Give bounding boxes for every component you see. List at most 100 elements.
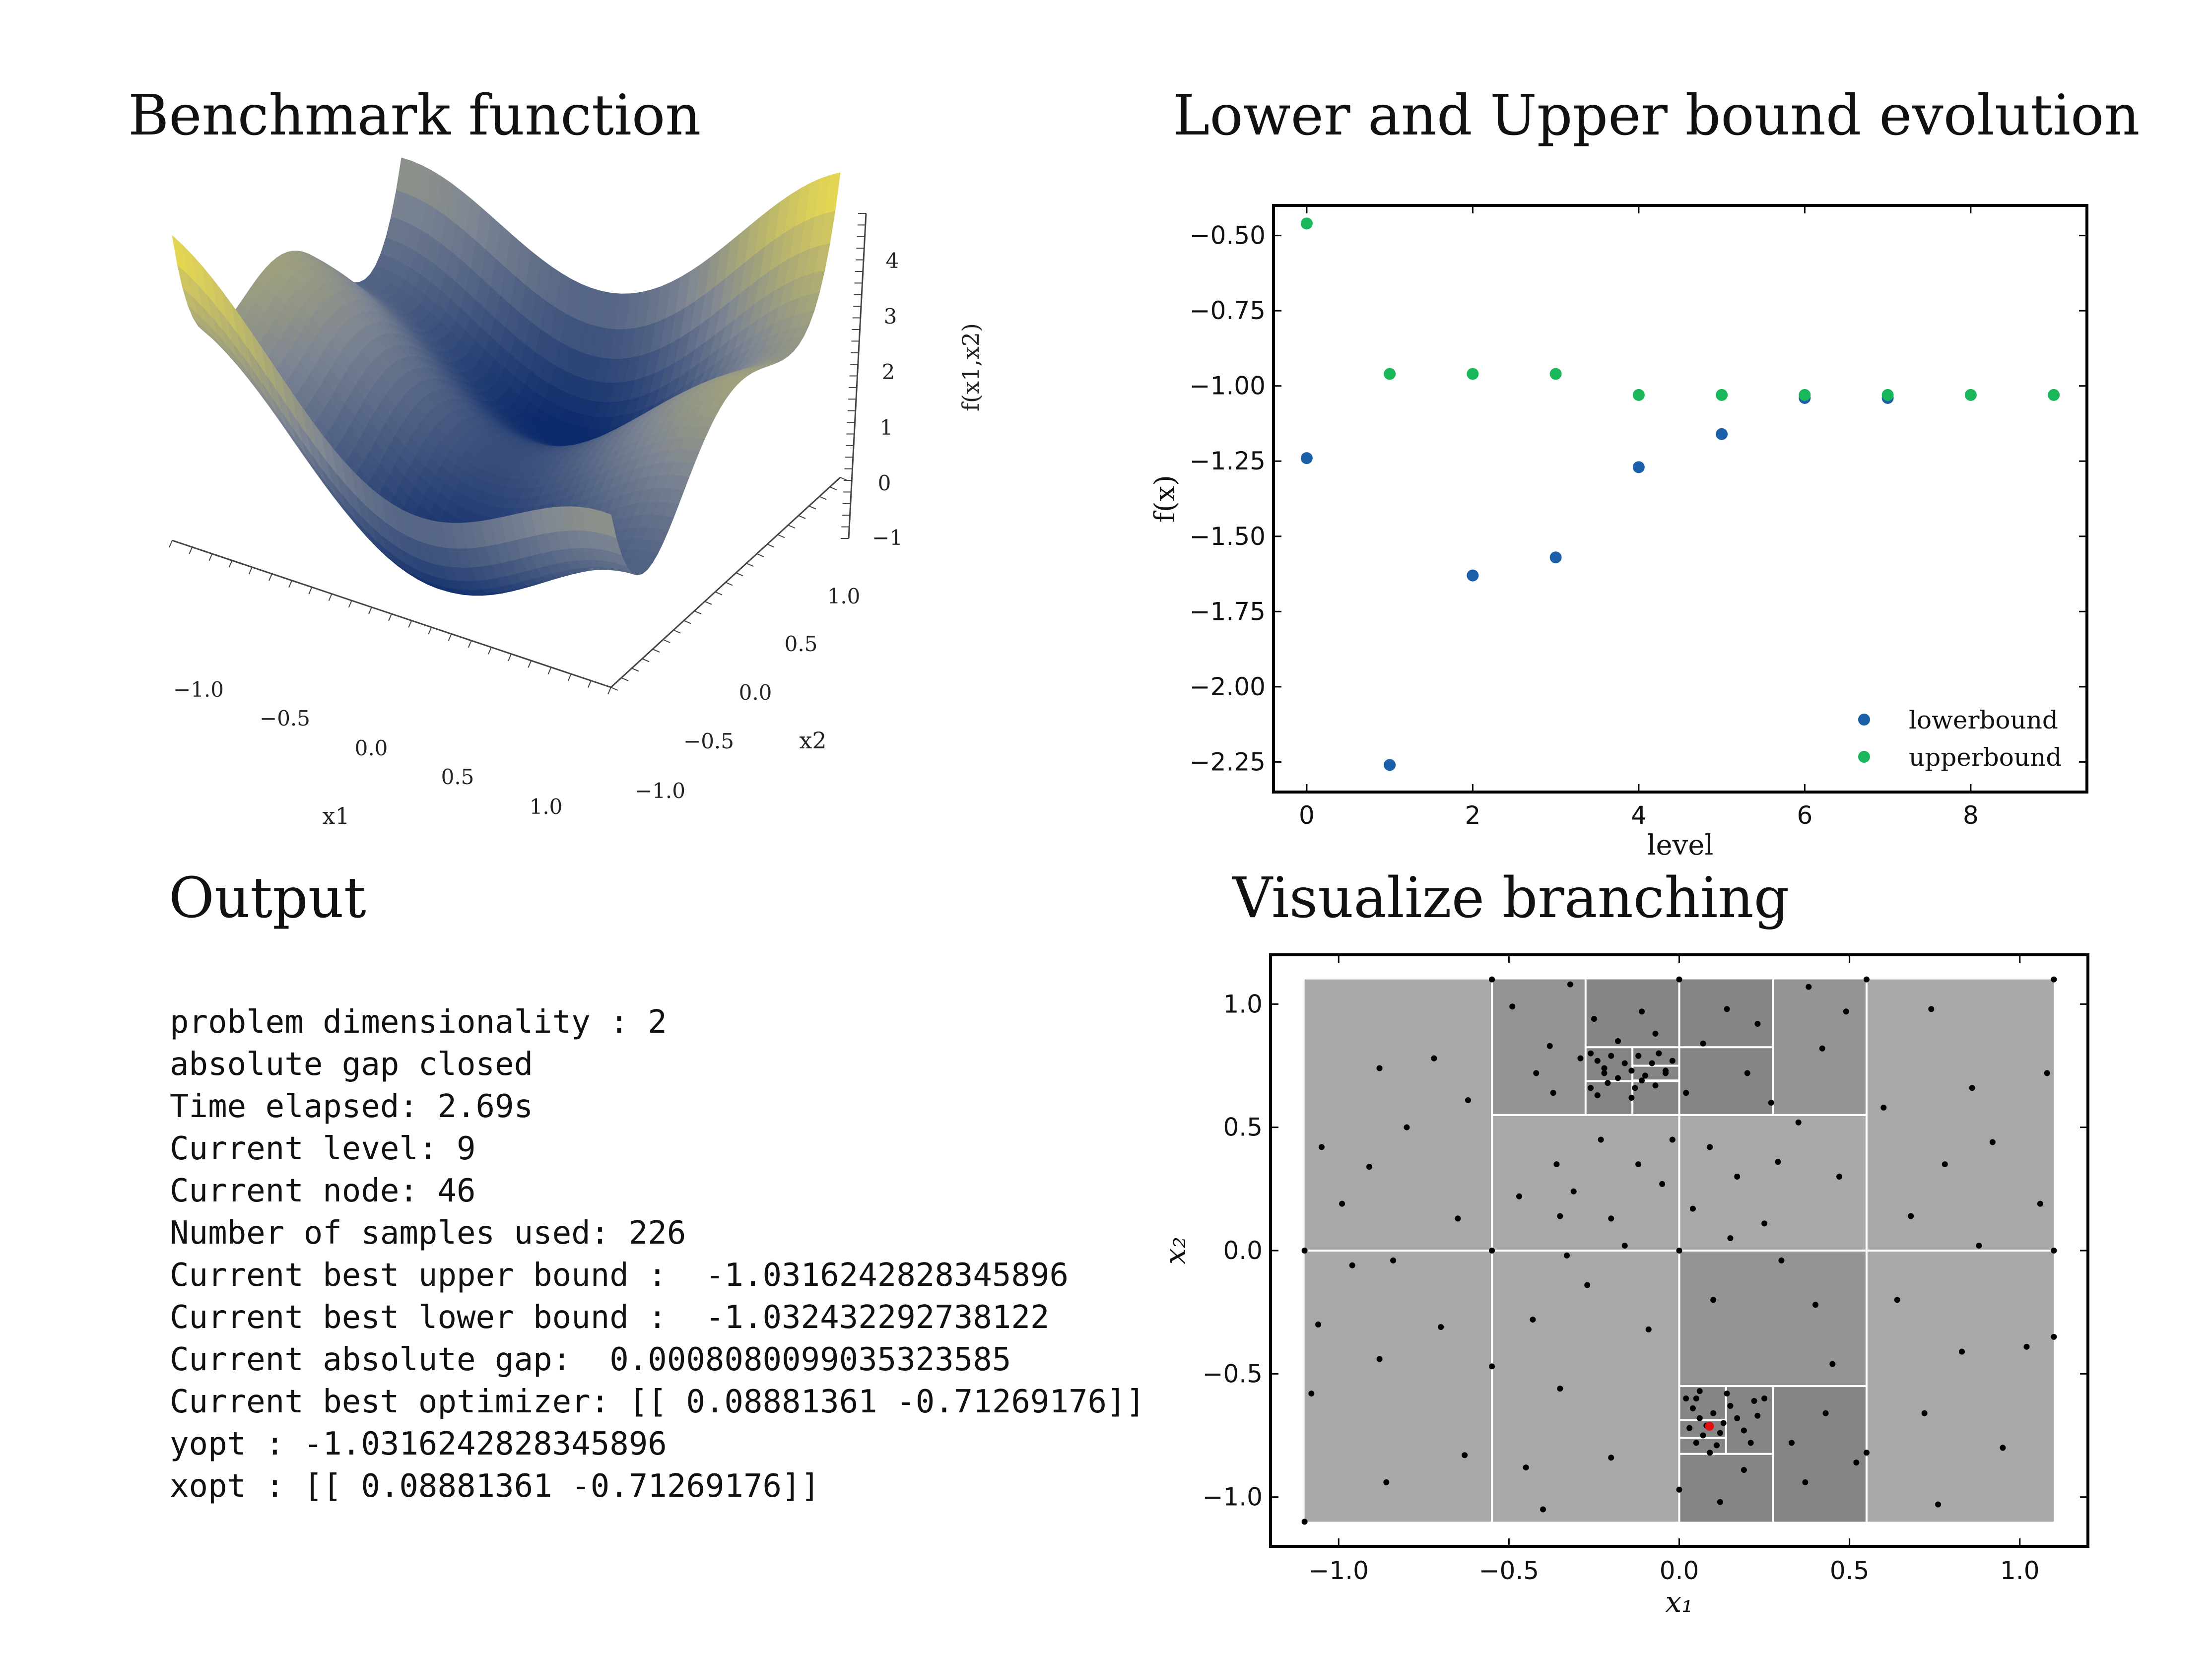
x-axis-label: x₁ [1666, 1585, 1693, 1619]
bounds-plot-frame [1272, 204, 2088, 794]
x1-axis-label: x1 [322, 802, 349, 829]
sample-point [1707, 1450, 1713, 1456]
x1-minor-tick [189, 547, 193, 554]
sample-point [1376, 1356, 1383, 1362]
output-line: Current node: 46 [170, 1173, 476, 1209]
sample-point [1608, 1455, 1614, 1461]
output-line: problem dimensionality : 2 [170, 1004, 667, 1041]
sample-point [1645, 1326, 1652, 1332]
x-tick-label: 6 [1797, 801, 1812, 830]
output-console: problem dimensionality : 2 absolute gap c… [170, 1001, 1145, 1508]
data-point-upperbound [2048, 389, 2060, 401]
sample-point [1863, 976, 1870, 983]
x-tick-label: 0.5 [1830, 1556, 1870, 1585]
x2-minor-tick [767, 543, 775, 548]
y-tick-label: −0.50 [1190, 221, 1266, 250]
sample-point [1516, 1193, 1522, 1199]
sample-point [1594, 1058, 1601, 1064]
sample-point [1843, 1008, 1849, 1015]
branching-chart: −1.0 −0.5 0.0 0.5 1.0 1.0 0.5 0.0 −0.5 −1.0 x₁ x₂ [1158, 953, 2089, 1619]
sample-point [1935, 1501, 1942, 1508]
x2-minor-tick [610, 687, 618, 691]
sample-point [1928, 1006, 1935, 1012]
sample-point [1806, 984, 1812, 990]
y-tick-label: −1.0 [1203, 1483, 1263, 1512]
y-tick-label: −2.25 [1190, 747, 1266, 776]
sample-point [1376, 1065, 1383, 1071]
sample-point [1601, 1065, 1608, 1071]
x1-tick-label: 0.5 [441, 765, 474, 789]
x2-minor-tick [829, 486, 837, 491]
sample-point [1570, 1188, 1577, 1194]
sample-point [1853, 1460, 1860, 1466]
output-line: Current best optimizer: [[ 0.08881361 -0… [170, 1384, 1145, 1420]
sample-point [1969, 1085, 1975, 1091]
y-tick-label: −0.5 [1203, 1359, 1263, 1388]
data-point-upperbound [1549, 368, 1562, 380]
sample-point [1598, 1136, 1604, 1143]
sample-point [1741, 1467, 1747, 1473]
sample-point [1404, 1124, 1410, 1130]
data-point-lowerbound [1300, 452, 1313, 465]
x2-minor-tick [683, 620, 691, 624]
sample-point [1908, 1213, 1914, 1219]
surface-mesh [172, 157, 841, 596]
sample-point [1318, 1144, 1325, 1150]
z-tick-label: 2 [882, 360, 895, 384]
sample-point [1700, 1040, 1706, 1047]
data-point-upperbound [1881, 389, 1894, 401]
x-tick-label: 0.0 [1660, 1556, 1699, 1585]
branch-box-mid [1679, 1251, 1867, 1387]
sample-point [1339, 1200, 1345, 1207]
sample-point [1754, 1412, 1761, 1419]
sample-point [1822, 1410, 1829, 1416]
sample-point [1676, 1248, 1682, 1254]
sample-point [1584, 1282, 1591, 1288]
sample-point [1741, 1427, 1747, 1434]
sample-point [1383, 1479, 1390, 1485]
z-tick-label: 3 [884, 304, 897, 329]
x2-tick-label: 0.0 [739, 680, 772, 705]
sample-point [2023, 1343, 2030, 1350]
sample-point [1588, 1085, 1594, 1091]
sample-point [1577, 1055, 1584, 1062]
sample-point [1710, 1410, 1717, 1416]
y-axis-label: f(x) [1149, 475, 1181, 523]
sample-point [1489, 1363, 1495, 1370]
x2-minor-tick [621, 677, 629, 681]
sample-point [1761, 1395, 1768, 1401]
sample-point [1465, 1097, 1472, 1104]
sample-point [2051, 1333, 2057, 1340]
sample-point [1438, 1324, 1444, 1330]
data-point-upperbound [1384, 368, 1396, 380]
sample-point [1632, 1085, 1638, 1091]
z-tick-label: 1 [880, 415, 893, 440]
data-point-lowerbound [1716, 428, 1728, 440]
x2-minor-tick [631, 667, 639, 672]
x1-tick-label: 1.0 [530, 795, 563, 819]
sample-point [1696, 1415, 1703, 1421]
y-tick-label: 1.0 [1223, 990, 1263, 1018]
y-tick-label: −1.25 [1190, 447, 1266, 475]
x2-tick-label: 0.5 [785, 632, 818, 656]
y-tick-label: 0.5 [1223, 1113, 1263, 1142]
x1-minor-tick [528, 660, 532, 668]
sample-point [1894, 1297, 1900, 1303]
sample-point [1540, 1506, 1546, 1513]
y-tick-label: −1.50 [1190, 522, 1266, 551]
x-tick-label: 0 [1299, 801, 1315, 830]
sample-point [1639, 1077, 1645, 1084]
surface-patch [601, 511, 617, 538]
sample-point [1819, 1045, 1825, 1052]
x1-minor-tick [547, 667, 552, 675]
x2-minor-tick [652, 649, 660, 653]
x2-minor-tick [663, 639, 670, 643]
bounds-scatter-chart: 0 2 4 6 8 −0.50 −0.75 −1.00 −1.25 −1.50 −1.75 −2.00… [1149, 204, 2088, 862]
x1-minor-tick [308, 587, 313, 595]
sample-point [1349, 1262, 1355, 1268]
x1-minor-tick [288, 580, 293, 588]
sample-point [1717, 1430, 1723, 1436]
sample-point [1628, 1095, 1635, 1101]
x1-tick-label: 0.0 [355, 736, 388, 760]
sample-point [1989, 1139, 1996, 1145]
